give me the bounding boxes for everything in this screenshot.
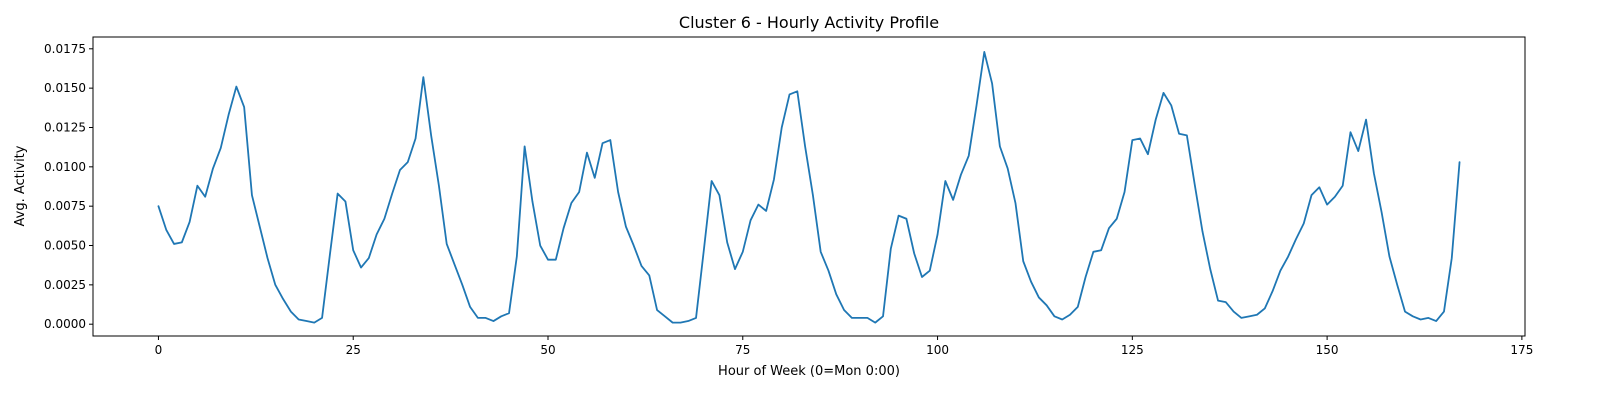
x-tick-label: 125 (1121, 343, 1144, 357)
x-tick-label: 50 (540, 343, 555, 357)
series-line (157, 51, 1461, 324)
chart-title: Cluster 6 - Hourly Activity Profile (679, 13, 939, 32)
series-layer (157, 51, 1461, 324)
axes-frame (92, 36, 1526, 337)
y-tick-label: 0.0150 (44, 81, 86, 95)
y-tick-label: 0.0075 (44, 199, 86, 213)
x-tick-label: 0 (155, 343, 163, 357)
y-tick-label: 0.0175 (44, 42, 86, 56)
y-tick-label: 0.0100 (44, 160, 86, 174)
x-axis-label: Hour of Week (0=Mon 0:00) (718, 364, 900, 379)
y-tick-label: 0.0025 (44, 278, 86, 292)
y-axis-label: Avg. Activity (13, 145, 28, 226)
y-tick-label: 0.0050 (44, 239, 86, 253)
y-axis: 0.0000 0.0025 0.0050 0.0075 0.0100 0.0125 0.01… (44, 42, 93, 331)
x-tick-label: 175 (1510, 343, 1533, 357)
x-tick-label: 100 (926, 343, 949, 357)
x-axis: 0 25 50 75 100 125 150 175 (155, 336, 1533, 357)
x-tick-label: 25 (346, 343, 361, 357)
x-tick-label: 150 (1316, 343, 1339, 357)
x-tick-label: 75 (735, 343, 750, 357)
y-tick-label: 0.0125 (44, 120, 86, 134)
y-tick-label: 0.0000 (44, 317, 86, 331)
